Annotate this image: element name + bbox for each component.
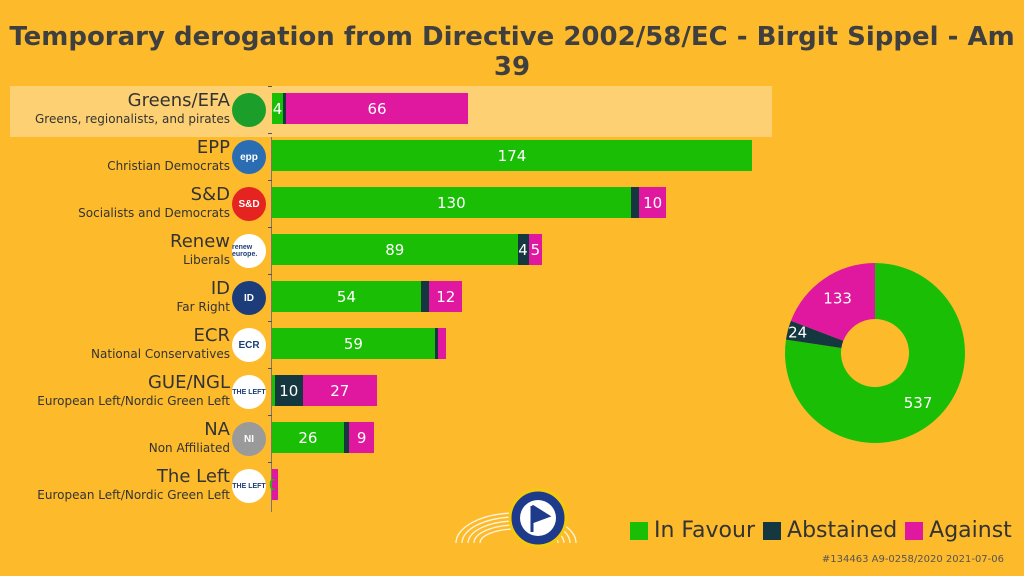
bar-favour: 130: [272, 187, 631, 218]
stacked-bar: 130 10: [272, 187, 667, 218]
bar-abstained: [420, 281, 430, 312]
axis-tick: [268, 415, 272, 416]
donut-slice-favour: [785, 263, 965, 443]
the-left-logo-icon: THE LEFT: [232, 469, 266, 503]
bar-favour: 26: [272, 422, 344, 453]
the-left-logo-icon: THE LEFT: [232, 375, 266, 409]
legend-item-favour: In Favour: [630, 518, 755, 543]
legend-label-abstained: Abstained: [787, 518, 898, 543]
party-description: Christian Democrats: [107, 159, 230, 173]
bar-against: 12: [429, 281, 463, 312]
legend-label-favour: In Favour: [654, 518, 756, 543]
bar-against: 5: [528, 234, 543, 265]
party-description: European Left/Nordic Green Left: [37, 394, 230, 408]
ecr-logo-icon: ECR: [232, 328, 266, 362]
legend-item-abstained: Abstained: [763, 518, 897, 543]
legend-swatch-abstained: [763, 521, 782, 540]
bar-favour: 174: [272, 140, 752, 171]
party-description: Non Affiliated: [148, 441, 230, 455]
party-description: National Conservatives: [91, 347, 230, 361]
donut-slice-abstained: [786, 320, 844, 348]
bar-abstained: [343, 422, 350, 453]
bar-abstained: [283, 93, 287, 124]
axis-tick: [268, 274, 272, 275]
bar-abstained: 4: [517, 234, 529, 265]
bar-row: S&D Socialists and Democrats S&D 130 10: [0, 180, 1024, 227]
party-name: Renew: [170, 231, 230, 252]
party-description: Far Right: [176, 300, 230, 314]
bar-favour: 4: [272, 93, 284, 124]
bar-row: Greens/EFA Greens, regionalists, and pira…: [0, 86, 1024, 137]
legend-swatch-against: [905, 521, 924, 540]
donut-slice-favour-label: 537: [904, 394, 933, 412]
axis-tick: [268, 133, 272, 134]
party-name: GUE/NGL: [147, 372, 230, 393]
stacked-bar: 4 66: [272, 93, 469, 124]
donut-chart: 537 24 133: [785, 263, 965, 443]
chart-title: Temporary derogation from Directive 2002…: [9, 22, 1015, 82]
axis-tick: [268, 321, 272, 322]
axis-tick: [268, 86, 272, 87]
footer-reference: #134463 A9-0258/2020 2021-07-06: [821, 554, 1004, 565]
bar-against: 27: [302, 375, 378, 406]
stacked-bar: 59: [272, 328, 447, 359]
stacked-bar: 89 4 5: [272, 234, 543, 265]
bar-row: Renew Liberals renew europe. 89 4 5: [0, 227, 1024, 274]
stacked-bar: 174: [272, 140, 752, 171]
renew-logo-icon: renew europe.: [232, 234, 266, 268]
bar-against: 9: [349, 422, 375, 453]
party-description: Liberals: [183, 253, 230, 267]
stacked-bar: 26 9: [272, 422, 375, 453]
party-description: Greens, regionalists, and pirates: [35, 112, 230, 126]
axis-tick: [268, 227, 272, 228]
bar-against: 66: [286, 93, 469, 124]
stacked-bar: 54 12: [272, 281, 463, 312]
bar-abstained: [434, 328, 438, 359]
axis-tick: [268, 462, 272, 463]
party-name: EPP: [196, 137, 230, 158]
id-logo-icon: ID: [232, 281, 266, 315]
bar-row: GUE/NGL European Left/Nordic Green Left TH…: [0, 368, 1024, 415]
bar-row: EPP Christian Democrats epp 174: [0, 133, 1024, 180]
axis-tick: [268, 180, 272, 181]
y-axis: [271, 86, 272, 512]
ni-logo-icon: NI: [232, 422, 266, 456]
stacked-bar: 0: [269, 469, 278, 500]
legend-item-against: Against: [905, 518, 1012, 543]
legend: In Favour Abstained Against: [630, 518, 1020, 543]
greens-logo-icon: [232, 93, 266, 127]
bar-row: NA Non Affiliated NI 26 9: [0, 415, 1024, 462]
bar-favour: 0: [269, 469, 278, 500]
bar-favour: 54: [272, 281, 421, 312]
party-description: Socialists and Democrats: [78, 206, 230, 220]
sd-logo-icon: S&D: [232, 187, 266, 221]
epp-logo-icon: epp: [232, 140, 266, 174]
bar-favour: 89: [272, 234, 518, 265]
bar-abstained: 10: [275, 375, 303, 406]
party-name: Greens/EFA: [127, 90, 230, 111]
bar-abstained: [630, 187, 639, 218]
bar-against: [275, 469, 278, 500]
donut-slice-abstained-label: 24: [788, 324, 807, 342]
party-name: NA: [204, 419, 230, 440]
bar-row: ID Far Right ID 54 12: [0, 274, 1024, 321]
party-description: European Left/Nordic Green Left: [37, 488, 230, 502]
legend-label-against: Against: [929, 518, 1012, 543]
bar-favour: 59: [272, 328, 435, 359]
donut-slice-against: [790, 263, 875, 341]
bar-favour: [272, 375, 275, 406]
bar-against: [437, 328, 447, 359]
party-name: ID: [210, 278, 230, 299]
bar-row: ECR National Conservatives ECR 59: [0, 321, 1024, 368]
parliament-logo: [455, 488, 577, 548]
bar-against: 10: [638, 187, 667, 218]
axis-tick: [268, 368, 272, 369]
donut-slice-against-label: 133: [823, 290, 852, 308]
party-name: The Left: [156, 466, 230, 487]
stacked-bar: 10 27: [272, 375, 378, 406]
party-name: S&D: [190, 184, 230, 205]
bar-row: The Left European Left/Nordic Green Left T…: [0, 462, 1024, 509]
party-name: ECR: [193, 325, 230, 346]
legend-swatch-favour: [630, 521, 648, 540]
